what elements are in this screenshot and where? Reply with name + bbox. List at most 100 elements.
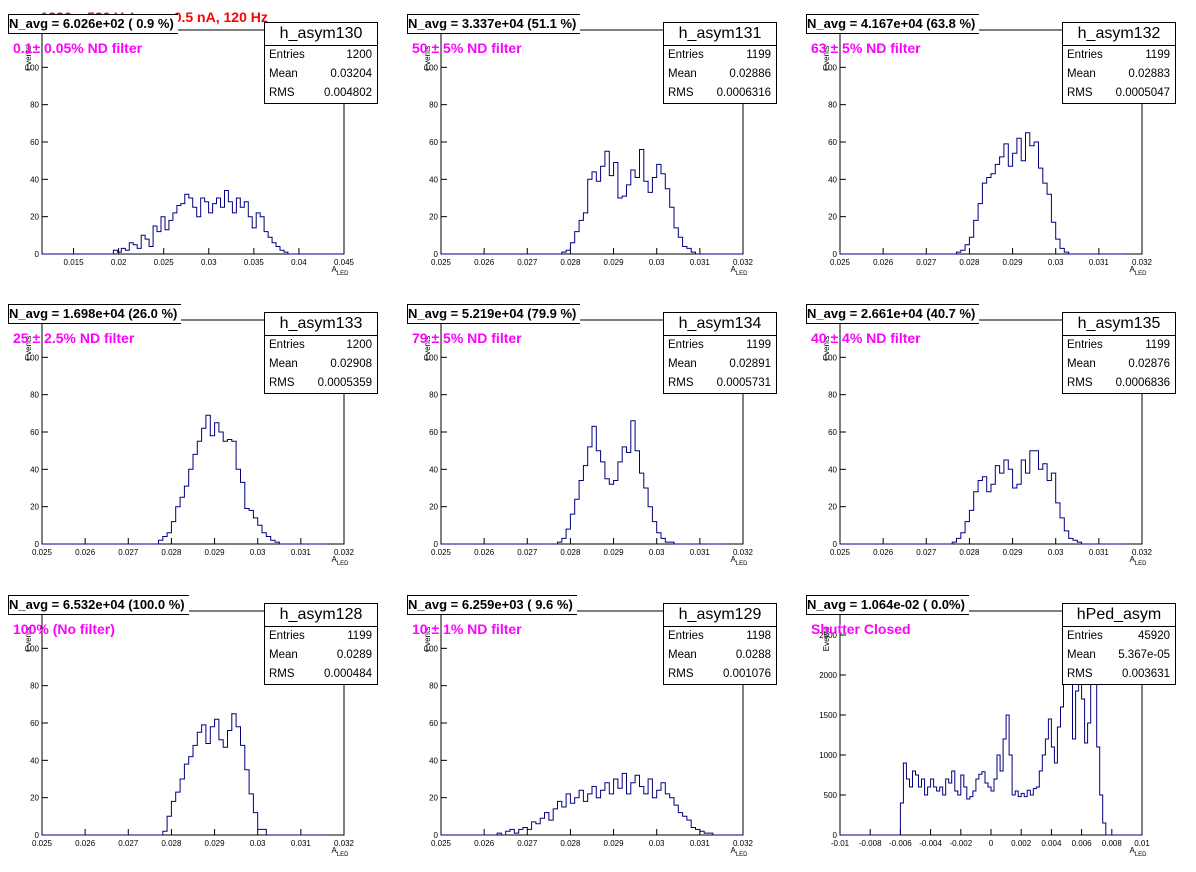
- stats-box: h_asym133 Entries 1200 Mean 0.02908 RMS 0.0005…: [264, 312, 378, 394]
- stats-label-rms: RMS: [269, 377, 295, 389]
- y-axis-label: Events: [423, 336, 432, 360]
- x-tick-label: 0.03: [1048, 548, 1064, 557]
- x-tick-label: -0.004: [919, 839, 942, 848]
- histogram-panel-h_asym130: 0204060801001200.0150.020.0250.030.0350.…: [0, 0, 390, 280]
- y-tick-label: 20: [429, 213, 438, 222]
- histogram-panel-h_asym135: 0204060801001200.0250.0260.0270.0280.029…: [798, 290, 1188, 570]
- navg-label: N_avg = 6.259e+03 ( 9.6 %): [407, 595, 577, 615]
- x-tick-label: 0.027: [517, 839, 538, 848]
- navg-label: N_avg = 3.337e+04 (51.1 %): [407, 14, 581, 34]
- stats-row-rms: RMS 0.0006836: [1063, 374, 1175, 393]
- histogram-series: [42, 713, 327, 836]
- x-tick-label: 0.025: [830, 548, 851, 557]
- x-tick-label: 0.027: [118, 548, 139, 557]
- histogram-series: [42, 190, 344, 255]
- x-tick-label: 0.026: [75, 839, 96, 848]
- filter-label: 63 ± 5% ND filter: [811, 40, 921, 56]
- x-axis-label-sub: LED: [337, 561, 349, 567]
- histogram-name: h_asym130: [265, 23, 377, 46]
- x-axis-label-sub: LED: [1135, 271, 1147, 277]
- x-tick-label: 0.035: [244, 258, 265, 267]
- x-axis-label-sub: LED: [337, 271, 349, 277]
- x-axis-label-main: A: [1129, 846, 1135, 855]
- stats-row-entries: Entries 1198: [664, 627, 776, 646]
- y-axis-label: Events: [822, 627, 831, 651]
- x-tick-label: 0.026: [873, 548, 894, 557]
- stats-row-entries: Entries 1200: [265, 46, 377, 65]
- y-tick-label: 20: [30, 503, 39, 512]
- x-tick-label: 0.026: [873, 258, 894, 267]
- x-tick-label: 0.029: [1003, 258, 1024, 267]
- filter-label: 100% (No filter): [13, 621, 115, 637]
- stats-value-rms: 0.004802: [324, 87, 372, 99]
- x-tick-label: 0.031: [1089, 548, 1110, 557]
- x-tick-label: 0.02: [111, 258, 127, 267]
- navg-label: N_avg = 4.167e+04 (63.8 %): [806, 14, 980, 34]
- y-tick-label: 20: [828, 213, 837, 222]
- y-tick-label: 40: [828, 465, 837, 474]
- x-axis-label-main: A: [331, 846, 337, 855]
- stats-box: h_asym131 Entries 1199 Mean 0.02886 RMS 0.0006…: [663, 22, 777, 104]
- y-tick-label: 20: [30, 794, 39, 803]
- y-axis-label: Events: [24, 627, 33, 651]
- x-tick-label: -0.002: [949, 839, 972, 848]
- x-axis-label: ALED: [331, 846, 349, 858]
- y-tick-label: 20: [828, 503, 837, 512]
- y-tick-label: 60: [828, 138, 837, 147]
- y-tick-label: 40: [30, 465, 39, 474]
- y-tick-label: 80: [429, 391, 438, 400]
- histogram-name: h_asym131: [664, 23, 776, 46]
- x-axis-label: ALED: [331, 265, 349, 277]
- stats-value-entries: 1200: [346, 49, 372, 61]
- stats-row-mean: Mean 0.03204: [265, 65, 377, 84]
- stats-value-mean: 0.02883: [1128, 68, 1170, 80]
- x-tick-label: 0.028: [959, 548, 980, 557]
- stats-box: h_asym135 Entries 1199 Mean 0.02876 RMS 0.0006…: [1062, 312, 1176, 394]
- stats-row-entries: Entries 45920: [1063, 627, 1175, 646]
- histogram-series: [441, 420, 726, 545]
- stats-value-rms: 0.0006316: [716, 87, 771, 99]
- filter-label: 10 ± 1% ND filter: [412, 621, 522, 637]
- x-tick-label: 0.025: [830, 258, 851, 267]
- x-tick-label: 0.025: [431, 839, 452, 848]
- x-tick-label: 0.029: [604, 548, 625, 557]
- filter-label: 79 ± 5% ND filter: [412, 330, 522, 346]
- y-tick-label: 40: [828, 175, 837, 184]
- x-tick-label: 0.031: [690, 548, 711, 557]
- stats-row-mean: Mean 0.02883: [1063, 65, 1175, 84]
- y-axis-label: Events: [822, 336, 831, 360]
- y-tick-label: 500: [824, 791, 838, 800]
- x-tick-label: 0.027: [916, 548, 937, 557]
- navg-label: N_avg = 6.026e+02 ( 0.9 %): [8, 14, 178, 34]
- y-tick-label: 60: [828, 428, 837, 437]
- y-axis-label: Events: [423, 46, 432, 70]
- y-tick-label: 60: [30, 138, 39, 147]
- x-tick-label: 0.03: [1048, 258, 1064, 267]
- histogram-series: [441, 149, 743, 255]
- stats-value-entries: 1198: [746, 630, 771, 642]
- y-tick-label: 40: [429, 465, 438, 474]
- y-tick-label: 100: [824, 353, 838, 362]
- histogram-panel-h_asym129: 0204060801001200.0250.0260.0270.0280.029…: [399, 581, 789, 861]
- stats-label-entries: Entries: [269, 630, 305, 642]
- histogram-name: h_asym132: [1063, 23, 1175, 46]
- navg-label: N_avg = 1.064e-02 ( 0.0%): [806, 595, 969, 615]
- histogram-name: h_asym128: [265, 604, 377, 627]
- stats-label-entries: Entries: [269, 49, 305, 61]
- x-axis-label-main: A: [1129, 555, 1135, 564]
- x-tick-label: 0.032: [334, 548, 355, 557]
- stats-label-rms: RMS: [668, 668, 694, 680]
- x-tick-label: 0.03: [201, 258, 217, 267]
- x-axis-label-sub: LED: [337, 852, 349, 858]
- y-tick-label: 0: [35, 831, 40, 840]
- x-tick-label: 0.027: [517, 258, 538, 267]
- stats-value-rms: 0.0006836: [1115, 377, 1170, 389]
- stats-value-entries: 45920: [1138, 630, 1170, 642]
- stats-label-mean: Mean: [1067, 68, 1096, 80]
- stats-box: h_asym134 Entries 1199 Mean 0.02891 RMS 0.0005…: [663, 312, 777, 394]
- stats-row-entries: Entries 1200: [265, 336, 377, 355]
- stats-box: h_asym128 Entries 1199 Mean 0.0289 RMS 0.00048…: [264, 603, 378, 685]
- stats-row-mean: Mean 0.02908: [265, 355, 377, 374]
- stats-row-mean: Mean 0.02876: [1063, 355, 1175, 374]
- x-tick-label: 0.031: [1089, 258, 1110, 267]
